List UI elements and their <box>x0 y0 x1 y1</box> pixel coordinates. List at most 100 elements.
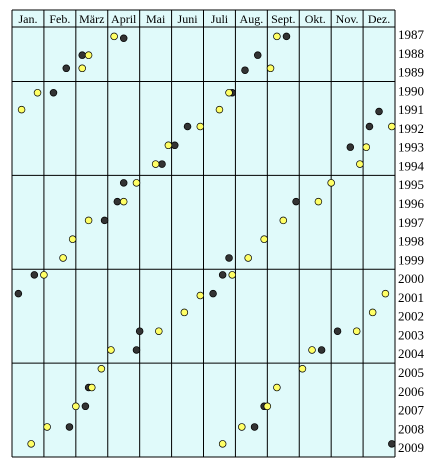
yellow-point <box>327 179 335 187</box>
year-label: 1992 <box>398 121 424 136</box>
dark-point <box>65 423 74 431</box>
yellow-point <box>352 327 361 335</box>
yellow-point <box>368 308 377 317</box>
yellow-point <box>244 254 252 262</box>
dark-point <box>62 64 71 73</box>
yellow-point <box>381 289 390 298</box>
yellow-point <box>260 235 268 243</box>
year-label: 2003 <box>398 327 424 342</box>
yellow-point <box>225 88 233 97</box>
year-label: 1990 <box>398 83 424 98</box>
dark-point <box>14 289 23 298</box>
yellow-point <box>151 160 160 168</box>
yellow-point <box>88 383 96 392</box>
year-label: 2002 <box>398 309 424 324</box>
dark-point <box>292 197 300 206</box>
dark-point <box>333 327 342 335</box>
yellow-point <box>388 122 396 131</box>
dark-point <box>171 141 179 150</box>
dark-point <box>81 402 90 411</box>
year-label: 1989 <box>398 65 424 80</box>
dark-point <box>132 346 141 354</box>
dark-point <box>113 197 122 206</box>
dark-point <box>119 179 128 187</box>
month-label: Juni <box>178 12 199 26</box>
dark-point <box>218 271 227 279</box>
year-labels: 1987 1988 1989 1990 1991 1992 1993 1994 1995 1996… <box>398 27 425 455</box>
month-label: Feb. <box>49 12 70 26</box>
year-label: 1994 <box>398 158 425 173</box>
dark-point <box>250 423 259 431</box>
yellow-point <box>27 440 35 448</box>
year-label: 2005 <box>398 365 424 380</box>
yellow-point <box>308 346 316 354</box>
yellow-point <box>228 271 236 279</box>
dark-point <box>282 32 291 41</box>
yellow-point <box>196 291 205 300</box>
year-label: 2008 <box>398 421 424 436</box>
month-label: Sept. <box>271 12 295 26</box>
month-label: Nov. <box>336 12 359 26</box>
dark-point <box>135 327 144 335</box>
year-label: 1988 <box>398 46 424 61</box>
month-label: Jan. <box>18 12 37 26</box>
year-label: 2007 <box>398 403 425 418</box>
dark-point <box>30 271 39 279</box>
dark-point <box>241 66 249 74</box>
dark-point <box>365 122 374 131</box>
data-points <box>14 32 396 448</box>
yellow-point <box>155 327 163 335</box>
yellow-point <box>273 32 281 41</box>
month-label: Aug. <box>240 12 264 26</box>
yellow-point <box>215 105 224 114</box>
year-label: 2001 <box>398 290 424 305</box>
dark-point <box>119 34 128 43</box>
year-label: 2009 <box>398 440 424 455</box>
yellow-point <box>356 160 364 168</box>
month-label: Mai <box>146 12 166 26</box>
month-label: Juli <box>211 12 229 26</box>
dark-point <box>158 160 166 168</box>
year-label: 2004 <box>398 346 425 361</box>
yellow-point <box>279 216 288 225</box>
yellow-point <box>218 440 227 448</box>
month-label: März <box>79 12 104 26</box>
yellow-point <box>164 141 173 150</box>
year-label: 1999 <box>398 252 424 267</box>
month-labels: Jan. Feb. März April Mai Juni Juli Aug. Sept. Okt… <box>18 12 390 26</box>
dark-point <box>317 346 326 354</box>
year-label: 1997 <box>398 215 425 230</box>
yellow-point <box>72 402 80 411</box>
yellow-point <box>298 364 307 373</box>
dark-point <box>346 143 355 151</box>
yellow-point <box>84 51 93 59</box>
yellow-point <box>180 308 189 317</box>
dark-point <box>183 122 192 131</box>
yellow-point <box>17 105 26 114</box>
dark-point <box>209 289 217 298</box>
dark-point <box>49 88 58 97</box>
dark-point <box>100 216 109 225</box>
yellow-point <box>84 216 93 225</box>
yellow-point <box>238 423 246 431</box>
year-label: 1991 <box>398 102 424 117</box>
yellow-point <box>40 271 48 279</box>
year-label: 1995 <box>398 177 424 192</box>
yellow-point <box>68 235 77 243</box>
year-label: 1996 <box>398 196 425 211</box>
month-label: Okt. <box>305 12 326 26</box>
year-label: 1998 <box>398 234 424 249</box>
yellow-point <box>314 197 323 206</box>
dark-point <box>375 107 383 116</box>
yellow-point <box>78 64 86 73</box>
yellow-point <box>132 179 141 187</box>
month-label: Dez. <box>368 12 390 26</box>
yellow-point <box>263 402 272 411</box>
yellow-point <box>362 143 371 151</box>
month-label: April <box>111 12 137 26</box>
year-label: 1987 <box>398 27 425 42</box>
yellow-point <box>43 423 51 431</box>
yellow-point <box>266 64 275 73</box>
yellow-point <box>59 254 67 262</box>
yellow-point <box>273 383 281 392</box>
